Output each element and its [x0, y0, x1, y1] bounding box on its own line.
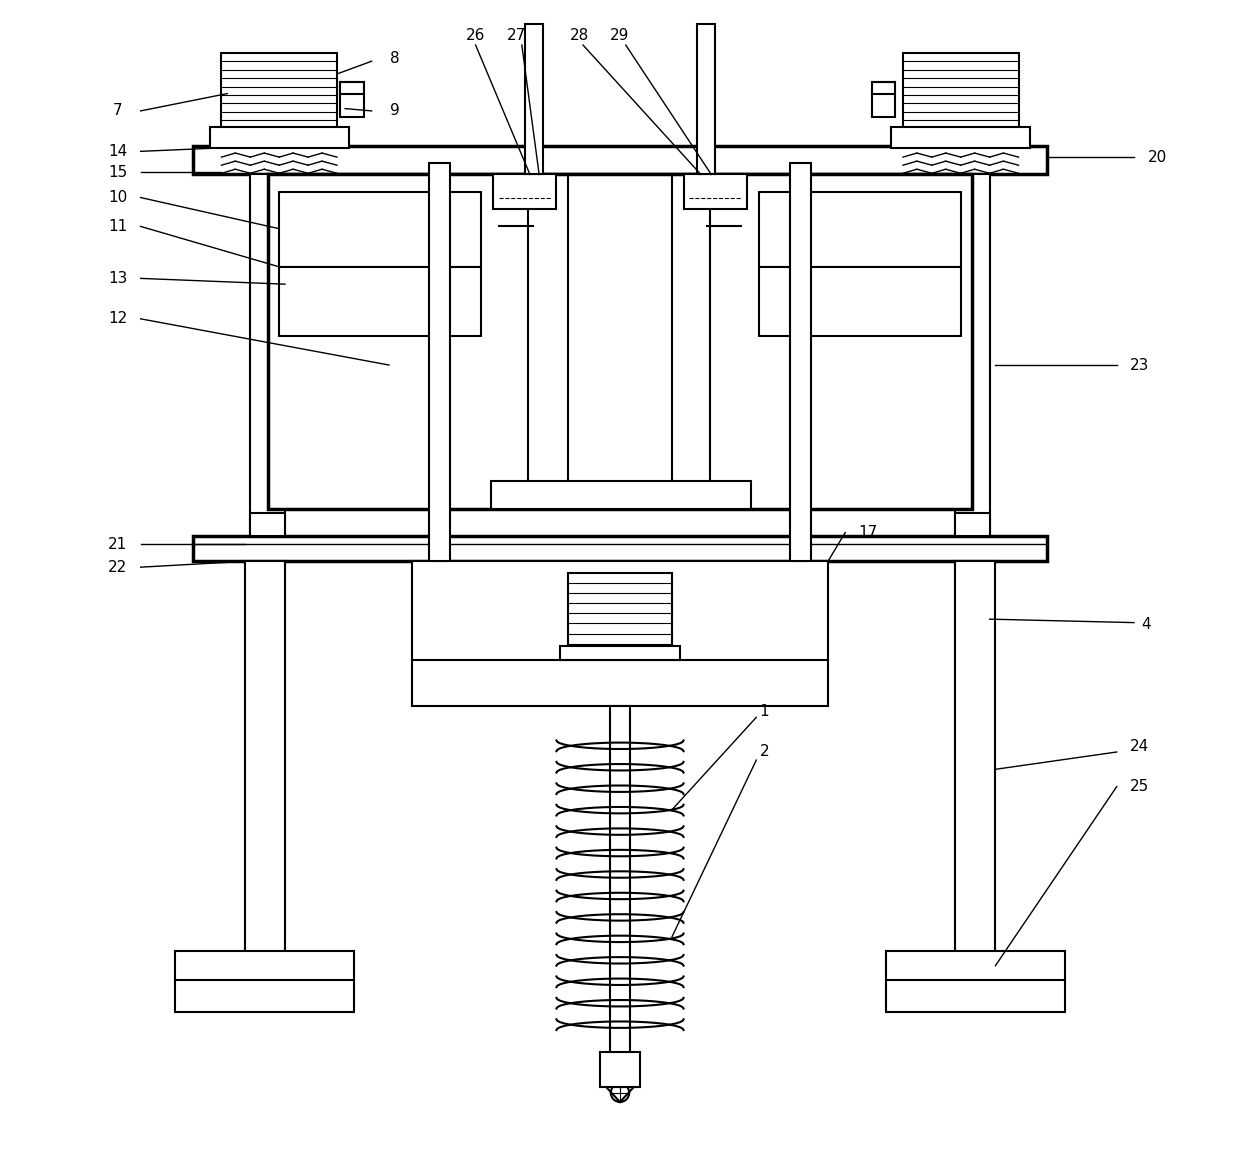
Bar [250, 513, 285, 535]
Bar [955, 561, 996, 954]
Bar [885, 950, 1065, 983]
Bar [491, 480, 750, 510]
Bar [192, 146, 1048, 174]
Text: 28: 28 [570, 28, 589, 43]
Bar [279, 192, 481, 267]
Bar [955, 174, 990, 931]
Text: 22: 22 [108, 560, 128, 575]
Bar [610, 706, 630, 1087]
Text: 25: 25 [1130, 780, 1149, 794]
Bar [885, 980, 1065, 1012]
Bar [759, 192, 961, 267]
Text: 2: 2 [760, 745, 769, 760]
Bar [244, 561, 285, 954]
Bar [250, 174, 285, 931]
Text: 29: 29 [610, 28, 630, 43]
Text: 1: 1 [760, 704, 769, 719]
Bar [955, 513, 990, 535]
Text: 9: 9 [389, 103, 399, 118]
Bar [341, 82, 363, 117]
Bar [175, 980, 355, 1012]
Bar [568, 573, 672, 653]
Text: 27: 27 [506, 28, 526, 43]
Bar [192, 535, 1048, 561]
Text: 7: 7 [113, 103, 123, 118]
Text: 10: 10 [108, 191, 128, 205]
Bar [600, 1052, 640, 1087]
Polygon shape [341, 113, 363, 117]
Bar [892, 127, 1030, 147]
Text: 12: 12 [108, 311, 128, 326]
Bar [560, 645, 680, 659]
Bar [210, 127, 348, 147]
Polygon shape [872, 113, 895, 117]
Bar [759, 267, 961, 337]
Text: 20: 20 [1147, 150, 1167, 165]
Bar [429, 162, 450, 561]
Bar [683, 174, 746, 209]
Text: 23: 23 [1130, 358, 1149, 373]
Bar [268, 174, 972, 510]
Bar [412, 561, 828, 706]
Text: 15: 15 [108, 165, 128, 180]
Text: 8: 8 [389, 51, 399, 67]
Text: 24: 24 [1130, 739, 1149, 754]
Bar [790, 162, 811, 561]
Text: 13: 13 [108, 271, 128, 286]
Bar [222, 53, 337, 129]
Text: 21: 21 [108, 537, 128, 552]
Bar [526, 25, 543, 174]
Bar [279, 267, 481, 337]
Text: 17: 17 [859, 525, 878, 540]
Text: 26: 26 [466, 28, 485, 43]
Text: 14: 14 [108, 144, 128, 159]
Bar [903, 53, 1018, 129]
Bar [872, 82, 895, 117]
Text: 11: 11 [108, 219, 128, 234]
Bar [494, 174, 557, 209]
Bar [697, 25, 714, 174]
Text: 4: 4 [1141, 617, 1151, 632]
Bar [175, 950, 355, 983]
